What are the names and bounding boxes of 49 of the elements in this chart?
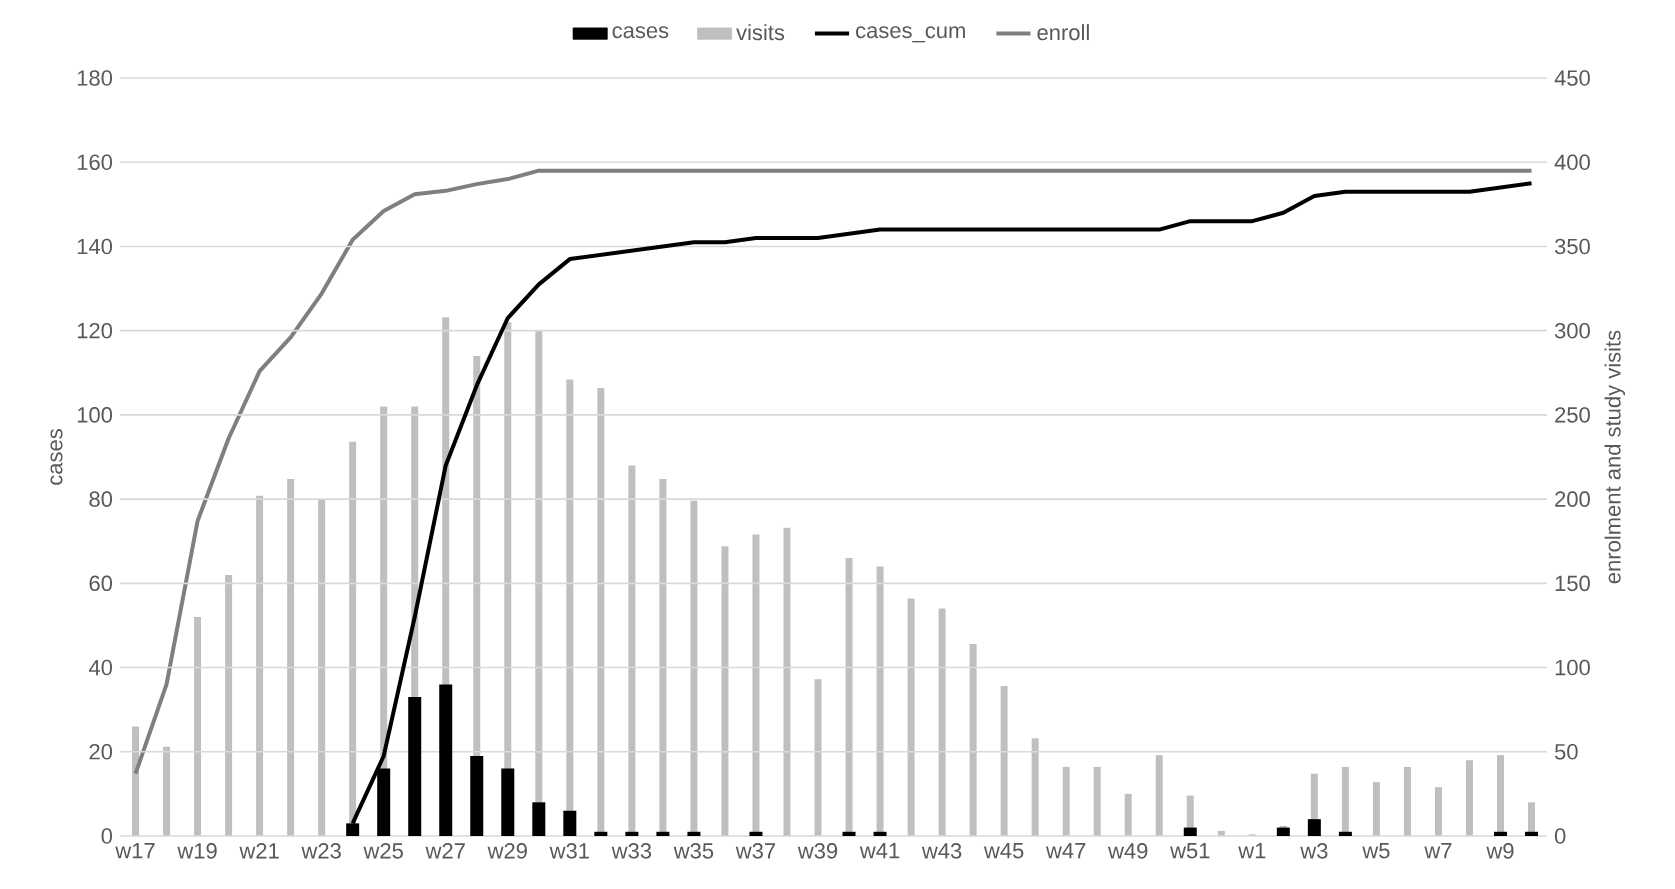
- x-tick-label: w27: [425, 843, 465, 859]
- y-tick-label: 160: [77, 154, 113, 171]
- x-tick-label: w25: [363, 843, 403, 859]
- x-tick-label: w7: [1424, 843, 1452, 859]
- y-tick-label: 180: [77, 70, 113, 86]
- y-axis-title: cases: [50, 429, 63, 485]
- x-tick-label: w31: [549, 843, 589, 859]
- x-tick-label: w9: [1486, 843, 1514, 859]
- y-tick-label: 0: [101, 828, 113, 844]
- x-tick-label: w33: [611, 843, 652, 859]
- x-tick-label: w47: [1045, 843, 1086, 859]
- x-tick-label: w23: [301, 843, 341, 859]
- x-tick-label: w21: [239, 843, 279, 859]
- legend-label: visits: [736, 24, 785, 41]
- y-tick-label: 80: [89, 491, 113, 507]
- x-tick-label: w17: [115, 843, 155, 859]
- x-tick-label: w3: [1300, 843, 1328, 859]
- y2-tick-label: 100: [1555, 659, 1590, 676]
- y2-tick-label: 0: [1554, 828, 1566, 844]
- x-tick-label: w37: [735, 843, 776, 859]
- x-tick-label: w19: [177, 843, 217, 859]
- y-tick-label: 140: [77, 238, 113, 255]
- x-tick-label: w45: [983, 843, 1024, 859]
- x-tick-label: w5: [1362, 843, 1390, 859]
- x-tick-label: w39: [797, 843, 838, 859]
- y2-tick-label: 50: [1554, 744, 1578, 760]
- y2-tick-label: 150: [1555, 575, 1590, 592]
- x-tick-label: w35: [673, 843, 714, 859]
- y2-tick-label: 200: [1555, 491, 1590, 507]
- x-tick-label: w29: [487, 843, 527, 859]
- y2-tick-label: 250: [1555, 407, 1590, 423]
- y2-tick-label: 450: [1554, 70, 1590, 86]
- legend-label: cases: [612, 26, 669, 39]
- legend-label: cases_cum: [856, 26, 965, 43]
- x-tick-label: w49: [1108, 843, 1148, 859]
- y2-tick-label: 400: [1554, 154, 1590, 171]
- y-tick-label: 120: [77, 322, 113, 339]
- legend-label: enroll: [1037, 24, 1089, 41]
- x-tick-label: w51: [1170, 843, 1210, 859]
- x-tick-label: w43: [921, 843, 962, 859]
- x-tick-label: w41: [859, 843, 900, 859]
- y-tick-label: 20: [89, 744, 113, 760]
- y2-tick-label: 350: [1554, 238, 1590, 255]
- y-tick-label: 60: [89, 575, 113, 592]
- y2-tick-label: 300: [1554, 322, 1590, 339]
- x-tick-label: w1: [1238, 843, 1266, 859]
- y2-axis-title: enrolment and study visits: [1604, 330, 1626, 584]
- y-tick-label: 100: [77, 407, 113, 423]
- y-tick-label: 40: [88, 659, 113, 676]
